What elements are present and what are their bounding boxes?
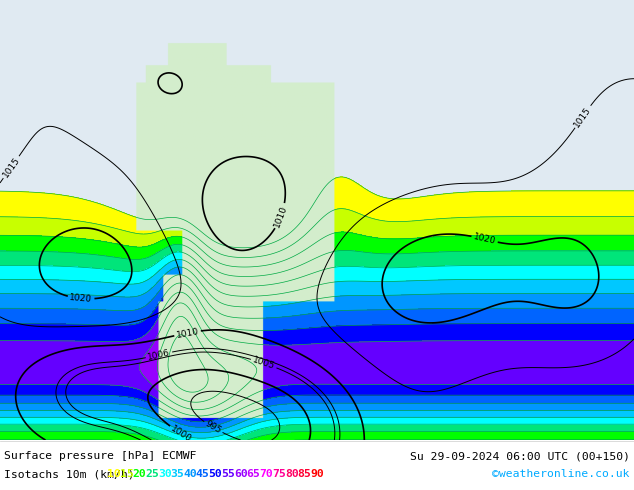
Text: 40: 40 [183,469,197,479]
Text: 20: 20 [133,469,146,479]
Text: 75: 75 [272,469,286,479]
Text: Isotachs 10m (km/h): Isotachs 10m (km/h) [4,469,141,479]
Text: 55: 55 [221,469,235,479]
Text: 45: 45 [196,469,210,479]
Text: 1006: 1006 [146,348,171,362]
Text: 1000: 1000 [169,424,193,444]
Text: 10: 10 [107,469,120,479]
Text: 1010: 1010 [273,204,289,228]
Text: 1010: 1010 [176,326,200,340]
Text: 1015: 1015 [1,155,22,179]
Text: 25: 25 [145,469,159,479]
Text: 90: 90 [310,469,324,479]
Text: 65: 65 [247,469,261,479]
Text: 80: 80 [285,469,299,479]
Text: 1020: 1020 [472,232,497,246]
Text: 35: 35 [171,469,184,479]
Text: 30: 30 [158,469,172,479]
Text: 70: 70 [259,469,273,479]
Text: ©weatheronline.co.uk: ©weatheronline.co.uk [493,469,630,479]
Text: 995: 995 [204,419,223,436]
Text: 85: 85 [297,469,311,479]
Text: 1020: 1020 [69,293,93,304]
Text: 50: 50 [209,469,223,479]
Text: Surface pressure [hPa] ECMWF: Surface pressure [hPa] ECMWF [4,451,197,461]
Text: 60: 60 [234,469,248,479]
Text: 15: 15 [120,469,133,479]
Text: 1005: 1005 [252,355,276,371]
Text: Su 29-09-2024 06:00 UTC (00+150): Su 29-09-2024 06:00 UTC (00+150) [410,451,630,461]
Text: 1015: 1015 [573,105,593,129]
